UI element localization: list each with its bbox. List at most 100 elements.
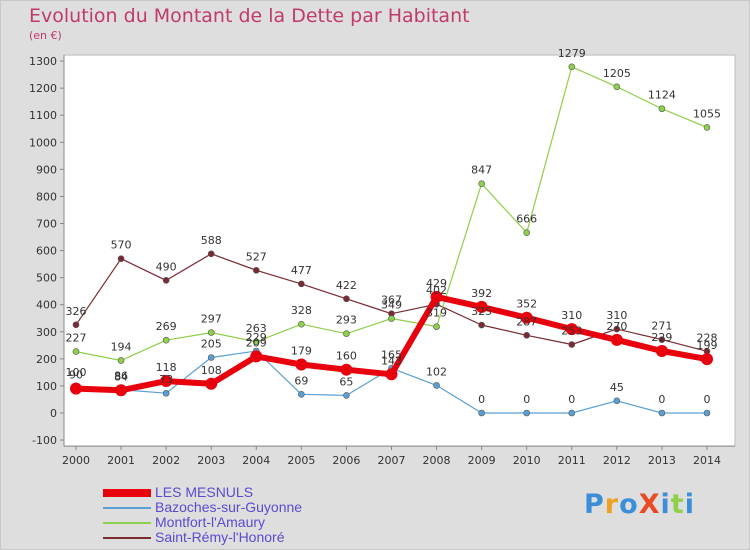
- y-tick-label: 1100: [29, 109, 57, 122]
- data-point: [523, 332, 531, 339]
- legend-swatch: [103, 507, 151, 510]
- data-label: 229: [246, 331, 267, 344]
- logo-letter: t: [670, 489, 685, 520]
- logo-letter: i: [660, 489, 671, 520]
- y-tick-label: 400: [36, 299, 57, 312]
- data-point: [340, 363, 353, 376]
- data-label: 349: [381, 299, 402, 312]
- data-label: 429: [426, 277, 447, 290]
- x-tick-label: 2006: [332, 454, 360, 467]
- data-label: 570: [111, 239, 132, 252]
- data-label: 310: [561, 309, 582, 322]
- x-tick-label: 2014: [693, 454, 721, 467]
- data-label: 160: [336, 350, 357, 363]
- data-label: 0: [523, 393, 530, 406]
- data-point: [703, 409, 711, 417]
- y-tick-label: 600: [36, 245, 57, 258]
- data-point: [430, 290, 443, 303]
- data-point: [207, 354, 215, 361]
- data-point: [703, 124, 711, 131]
- data-label: 367: [381, 294, 402, 307]
- y-tick-label: 100: [36, 380, 57, 393]
- data-label: 0: [703, 393, 710, 406]
- x-tick-label: 2013: [648, 454, 676, 467]
- data-label: 1279: [558, 47, 586, 60]
- data-label: 118: [156, 361, 177, 374]
- data-point: [433, 382, 440, 389]
- logo-letter: o: [619, 489, 639, 520]
- data-label: 392: [471, 287, 492, 300]
- data-label: 227: [66, 332, 87, 345]
- legend-item: LES MESNULS: [103, 485, 302, 500]
- data-point: [117, 357, 125, 364]
- data-label: 269: [156, 320, 177, 333]
- proxiti-logo: ProXiti: [584, 489, 695, 520]
- data-label: 422: [336, 279, 357, 292]
- data-label: 402: [426, 284, 447, 297]
- logo-letter: r: [604, 489, 620, 520]
- x-tick-label: 2003: [197, 454, 225, 467]
- legend-swatch: [103, 537, 151, 540]
- data-point: [523, 229, 531, 237]
- data-point: [565, 323, 578, 336]
- data-label: 165: [381, 348, 402, 361]
- data-point: [252, 267, 260, 274]
- data-point: [655, 345, 668, 358]
- y-tick-label: 800: [36, 190, 57, 203]
- x-tick-label: 2010: [513, 454, 541, 467]
- x-tick-label: 2005: [287, 454, 315, 467]
- legend-label: Bazoches-sur-Guyonne: [155, 499, 303, 515]
- data-label: 179: [291, 345, 312, 358]
- data-point: [568, 409, 576, 417]
- data-point: [207, 329, 215, 336]
- data-point: [162, 277, 170, 284]
- plot-area: [63, 54, 736, 447]
- data-point: [433, 323, 440, 330]
- data-label: 477: [291, 264, 312, 277]
- data-point: [160, 375, 173, 388]
- data-point: [72, 348, 80, 355]
- x-tick-label: 2004: [242, 454, 270, 467]
- data-label: 209: [246, 336, 267, 349]
- data-point: [162, 389, 170, 397]
- x-tick-label: 2002: [152, 454, 180, 467]
- data-point: [610, 333, 623, 346]
- data-label: 0: [478, 393, 485, 406]
- data-point: [613, 325, 621, 333]
- data-point: [343, 392, 350, 399]
- data-label: 352: [516, 298, 537, 311]
- data-point: [343, 330, 350, 337]
- y-tick-label: 700: [36, 218, 57, 231]
- data-point: [700, 353, 713, 366]
- chart-title: Evolution du Montant de la Dette par Hab…: [29, 5, 470, 27]
- y-tick-label: -100: [32, 434, 57, 447]
- x-tick-label: 2001: [107, 454, 135, 467]
- data-label: 270: [606, 320, 627, 333]
- data-label: 0: [568, 393, 575, 406]
- data-point: [298, 280, 305, 288]
- data-point: [475, 300, 488, 313]
- data-label: 108: [201, 364, 222, 377]
- data-point: [658, 409, 666, 417]
- data-label: 326: [66, 305, 87, 318]
- data-point: [478, 321, 485, 329]
- data-point: [343, 295, 350, 303]
- data-point: [568, 341, 576, 348]
- legend-label: Montfort-l'Amaury: [155, 514, 266, 530]
- data-label: 263: [246, 322, 267, 335]
- logo-letter: X: [638, 489, 661, 520]
- y-tick-label: 200: [36, 353, 57, 366]
- x-tick-label: 2009: [468, 454, 496, 467]
- data-label: 228: [696, 331, 717, 344]
- data-point: [162, 336, 170, 344]
- x-tick-label: 2011: [558, 454, 586, 467]
- data-label: 205: [201, 338, 222, 351]
- data-point: [520, 311, 533, 324]
- data-label: 527: [246, 250, 267, 263]
- data-point: [72, 321, 80, 329]
- data-label: 86: [114, 370, 128, 383]
- data-label: 297: [201, 313, 222, 326]
- data-label: 1205: [603, 67, 631, 80]
